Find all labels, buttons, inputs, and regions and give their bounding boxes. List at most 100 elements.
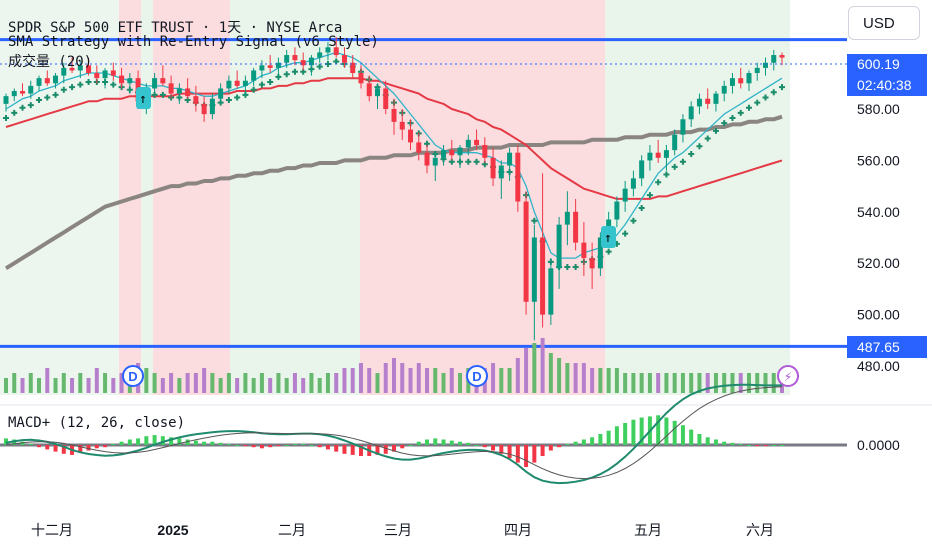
macd-histogram-bar xyxy=(540,445,545,456)
trail-cross xyxy=(655,179,662,186)
candle-body xyxy=(457,147,463,156)
trail-cross xyxy=(737,109,744,116)
macd-histogram-bar xyxy=(680,425,685,445)
macd-histogram-bar xyxy=(226,443,231,445)
band-green xyxy=(0,0,119,395)
macd-histogram-bar xyxy=(53,445,58,452)
volume-bar xyxy=(598,368,603,393)
macd-histogram-bar xyxy=(61,445,66,454)
volume-bar xyxy=(334,373,339,393)
macd-histogram-bar xyxy=(284,445,289,446)
volume-bar xyxy=(746,373,751,393)
candle-body xyxy=(358,73,364,84)
candle-body xyxy=(383,88,389,109)
dividend-marker xyxy=(122,365,144,387)
trail-cross xyxy=(250,86,257,93)
currency-button[interactable]: USD xyxy=(848,6,920,40)
volume-bar xyxy=(12,373,17,393)
volume-bar xyxy=(499,368,504,393)
volume-bar xyxy=(713,373,718,393)
candle-body xyxy=(226,80,232,89)
trail-cross xyxy=(19,104,26,111)
candle-body xyxy=(242,80,248,86)
candle-body xyxy=(490,157,496,179)
trail-cross xyxy=(267,79,274,86)
trail-cross xyxy=(646,192,653,199)
macd-histogram-bar xyxy=(334,445,339,452)
volume-bar xyxy=(383,363,388,393)
macd-histogram-bar xyxy=(243,445,248,447)
trail-cross xyxy=(729,115,736,121)
candle-body xyxy=(374,88,380,97)
volume-bar xyxy=(408,368,413,393)
trail-cross xyxy=(60,86,67,93)
candle-body xyxy=(663,150,669,158)
volume-bar xyxy=(581,363,586,393)
candle-body xyxy=(284,55,290,63)
macd-histogram-bar xyxy=(119,441,124,445)
candle-body xyxy=(498,165,504,179)
trail-cross xyxy=(663,171,670,178)
sma-mid-line xyxy=(5,77,783,200)
macd-histogram-bar xyxy=(358,445,363,456)
volume-bar xyxy=(20,378,25,393)
y-tick-label: 500.00 xyxy=(857,307,900,323)
trail-cross xyxy=(291,68,298,75)
volume-bar xyxy=(367,368,372,393)
candle-body xyxy=(713,93,719,104)
macd-histogram-bar xyxy=(466,442,471,445)
sma-fast-path xyxy=(5,51,783,259)
candle-body xyxy=(275,62,281,68)
macd-histogram-bar xyxy=(292,443,297,445)
volume-bar xyxy=(416,363,421,393)
volume-bar xyxy=(226,373,231,393)
candle-body xyxy=(251,70,257,81)
volume-bar xyxy=(259,373,264,393)
candle-body xyxy=(391,109,397,122)
candle-body xyxy=(622,188,628,202)
volume-bar xyxy=(515,358,520,393)
trail-cross xyxy=(638,204,645,211)
candle-body xyxy=(201,103,207,115)
macd-histogram-bar xyxy=(218,442,223,445)
volume-bar xyxy=(119,373,124,393)
x-axis: 十二月 2025 二月 三月 四月 五月 六月 xyxy=(31,522,774,538)
macd-histogram-bar xyxy=(416,441,421,445)
volume-bar xyxy=(243,373,248,393)
candle-body xyxy=(325,47,331,53)
candle-body xyxy=(441,150,447,158)
candle-body xyxy=(424,152,430,166)
trail-cross xyxy=(762,94,769,101)
volume-bar xyxy=(268,378,273,393)
candle-body xyxy=(779,55,785,58)
lightning-icon: ⚡ xyxy=(784,370,792,384)
horizontal-lines xyxy=(0,38,847,348)
candle-body xyxy=(61,67,67,76)
trail-cross xyxy=(27,102,34,109)
volume-bar xyxy=(103,373,108,393)
macd-histogram-bar xyxy=(45,445,50,450)
band-green xyxy=(605,0,790,395)
volume-bar xyxy=(317,378,322,393)
macd-histogram-bar xyxy=(639,417,644,445)
macd-histogram-bar xyxy=(548,445,553,451)
macd-histogram-bar xyxy=(623,423,628,445)
macd-histogram-bar xyxy=(614,426,619,445)
macd-tick-label: 0.0000 xyxy=(857,437,900,453)
reentry-marker xyxy=(136,87,151,109)
volume-bar xyxy=(276,373,281,393)
trail-cross xyxy=(283,71,290,78)
macd-histogram-bar xyxy=(771,445,776,446)
candle-body xyxy=(292,55,298,61)
macd-histogram-bar xyxy=(458,441,463,445)
trail-cross xyxy=(44,94,51,101)
macd-histogram-bar xyxy=(425,439,430,445)
macd-histogram-bar xyxy=(301,443,306,445)
candle-body xyxy=(267,65,273,68)
macd-histogram-bar xyxy=(441,439,446,445)
candle-body xyxy=(515,152,521,202)
x-tick-label: 2025 xyxy=(157,522,188,538)
macd-histogram-bar xyxy=(780,445,784,446)
x-tick-label: 六月 xyxy=(746,522,774,538)
